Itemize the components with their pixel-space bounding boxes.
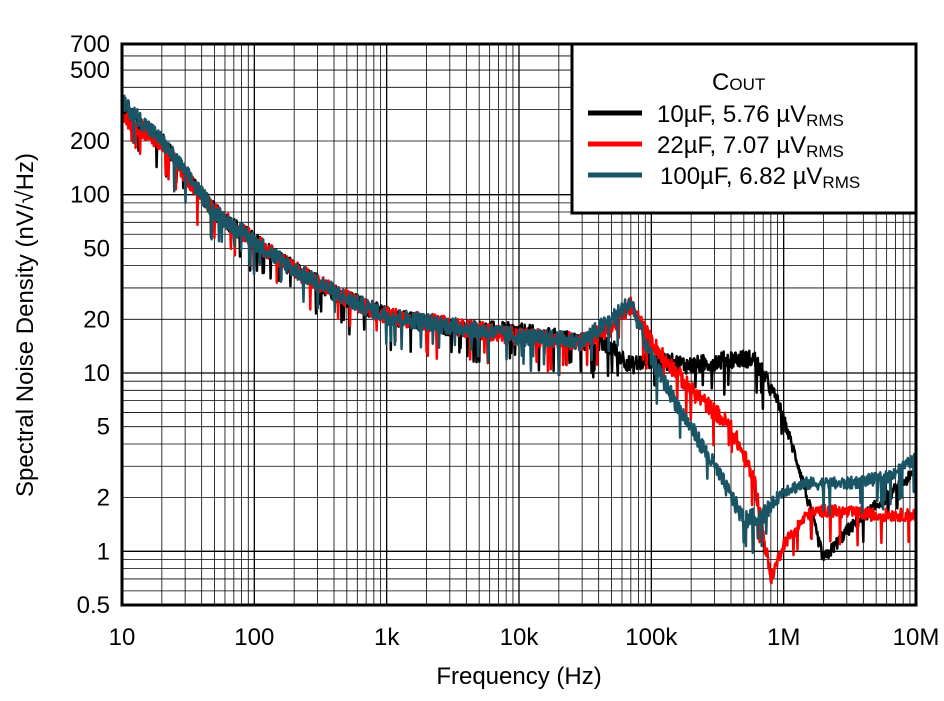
series-group xyxy=(120,94,918,585)
x-tick-label: 100k xyxy=(625,624,678,651)
y-axis-label: Spectral Noise Density (nV/√Hz) xyxy=(12,153,39,497)
y-tick-label: 100 xyxy=(70,182,110,209)
y-tick-label: 10 xyxy=(83,360,110,387)
y-tick-label: 500 xyxy=(70,57,110,84)
series-line-2 xyxy=(120,94,918,555)
x-tick-label: 1k xyxy=(374,624,400,651)
y-tick-label: 0.5 xyxy=(77,592,110,619)
x-tick-label: 10 xyxy=(109,624,136,651)
y-tick-label: 2 xyxy=(97,485,110,512)
y-tick-label: 1 xyxy=(97,538,110,565)
x-tick-label: 10M xyxy=(893,624,940,651)
x-axis-label: Frequency (Hz) xyxy=(436,663,601,690)
x-tick-label: 100 xyxy=(234,624,274,651)
x-tick-labels: 10 100 1k 10k 100k 1M 10M xyxy=(109,624,940,651)
y-tick-label: 5 xyxy=(97,414,110,441)
x-tick-label: 10k xyxy=(500,624,540,651)
legend-box xyxy=(570,42,918,215)
legend-title: COUT xyxy=(712,69,765,96)
legend-entry-label: 10µF, 5.76 µVRMS xyxy=(657,101,844,130)
x-tick-label: 1M xyxy=(767,624,800,651)
y-tick-label: 20 xyxy=(83,306,110,333)
y-tick-label: 200 xyxy=(70,128,110,155)
y-tick-label: 50 xyxy=(83,235,110,262)
legend-entry-label: 22µF, 7.07 µVRMS xyxy=(657,132,844,161)
y-tick-label: 700 xyxy=(70,31,110,58)
plot-frame xyxy=(120,42,918,607)
legend-entry-label: 100µF, 6.82 µVRMS xyxy=(660,163,860,192)
